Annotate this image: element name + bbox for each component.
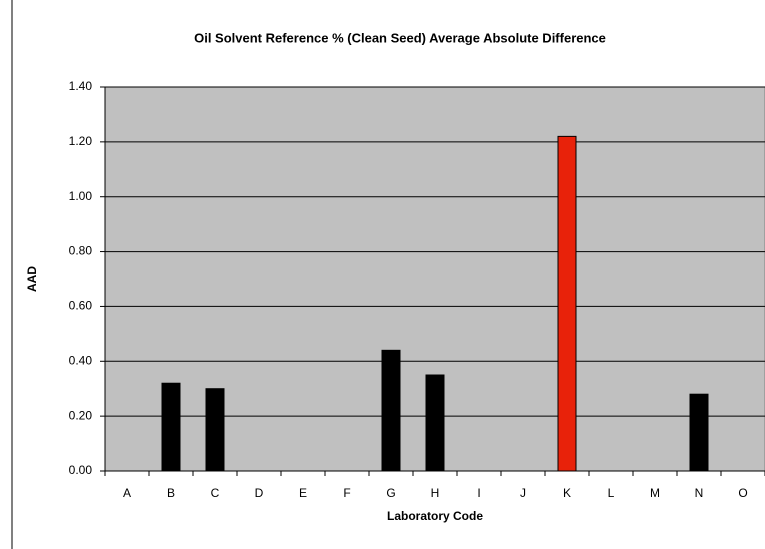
bar xyxy=(689,393,709,472)
bar xyxy=(425,374,445,472)
bar xyxy=(557,135,577,472)
y-tick-label: 1.40 xyxy=(69,79,93,93)
y-tick-label: 0.60 xyxy=(69,299,93,313)
chart-title: Oil Solvent Reference % (Clean Seed) Ave… xyxy=(194,30,606,45)
y-tick-label: 0.20 xyxy=(69,408,93,422)
y-tick-label: 0.40 xyxy=(69,353,93,367)
x-tick-label: D xyxy=(255,486,264,500)
x-tick-label: G xyxy=(386,486,395,500)
bar xyxy=(381,349,401,472)
x-tick-label: C xyxy=(211,486,220,500)
y-tick-label: 1.20 xyxy=(69,134,93,148)
x-tick-label: O xyxy=(738,486,747,500)
x-tick-label: M xyxy=(650,486,660,500)
x-tick-label: F xyxy=(343,486,350,500)
x-tick-label: K xyxy=(563,486,571,500)
y-tick-label: 1.00 xyxy=(69,189,93,203)
x-tick-label: B xyxy=(167,486,175,500)
x-tick-label: E xyxy=(299,486,307,500)
y-tick-label: 0.80 xyxy=(69,244,93,258)
y-tick-label: 0.00 xyxy=(69,463,93,477)
x-tick-label: H xyxy=(431,486,440,500)
bar xyxy=(205,388,225,472)
x-tick-label: N xyxy=(695,486,704,500)
x-tick-label: L xyxy=(608,486,615,500)
x-tick-label: I xyxy=(477,486,480,500)
x-tick-label: J xyxy=(520,486,526,500)
x-tick-label: A xyxy=(123,486,131,500)
bar xyxy=(161,382,181,472)
x-axis-label: Laboratory Code xyxy=(387,509,483,523)
y-axis-label: AAD xyxy=(25,266,39,292)
